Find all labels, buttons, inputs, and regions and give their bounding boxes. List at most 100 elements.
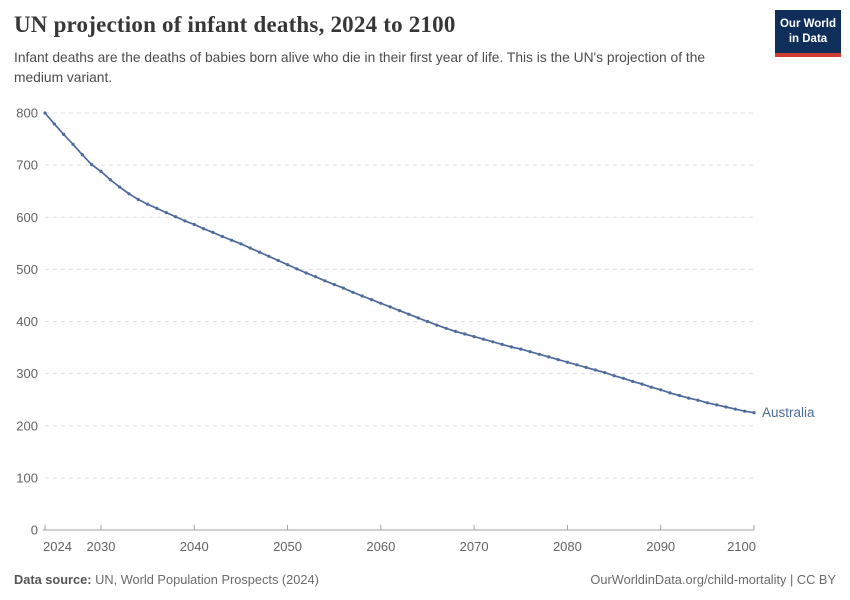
owid-logo-text: Our World in Data xyxy=(775,10,841,53)
data-point[interactable] xyxy=(71,142,75,146)
data-point[interactable] xyxy=(640,382,644,386)
data-point[interactable] xyxy=(435,323,439,327)
x-axis-tick-label: 2080 xyxy=(553,539,582,554)
data-point[interactable] xyxy=(248,246,252,250)
data-point[interactable] xyxy=(444,326,448,330)
data-point[interactable] xyxy=(509,345,513,349)
data-point[interactable] xyxy=(332,282,336,287)
data-point[interactable] xyxy=(537,352,542,356)
data-point[interactable] xyxy=(202,227,206,231)
data-point[interactable] xyxy=(631,379,635,383)
data-point[interactable] xyxy=(80,153,84,157)
data-point[interactable] xyxy=(360,294,364,298)
data-point[interactable] xyxy=(267,254,271,258)
data-point[interactable] xyxy=(556,358,560,362)
data-point[interactable] xyxy=(52,122,56,126)
data-point[interactable] xyxy=(500,342,504,346)
data-point[interactable] xyxy=(388,305,392,309)
data-point[interactable] xyxy=(155,206,159,210)
data-point[interactable] xyxy=(286,263,290,267)
y-axis-tick-label: 300 xyxy=(16,366,38,381)
data-point[interactable] xyxy=(491,340,495,344)
data-point[interactable] xyxy=(677,393,682,398)
data-point[interactable] xyxy=(258,250,262,254)
data-point[interactable] xyxy=(146,202,150,206)
data-point[interactable] xyxy=(108,178,112,182)
data-point[interactable] xyxy=(612,374,616,378)
data-point[interactable] xyxy=(397,309,402,313)
data-point[interactable] xyxy=(724,405,728,409)
data-point[interactable] xyxy=(565,360,570,364)
data-point[interactable] xyxy=(164,211,168,215)
data-point[interactable] xyxy=(313,275,318,279)
data-point[interactable] xyxy=(528,350,532,354)
data-point[interactable] xyxy=(659,388,663,392)
data-point[interactable] xyxy=(341,286,346,290)
data-source-label: Data source: xyxy=(14,572,92,587)
chart-title: UN projection of infant deaths, 2024 to … xyxy=(14,12,456,37)
data-point[interactable] xyxy=(136,197,140,202)
data-point[interactable] xyxy=(220,234,224,239)
data-point[interactable] xyxy=(715,403,719,407)
chart-header: UN projection of infant deaths, 2024 to … xyxy=(14,12,764,87)
series-line[interactable] xyxy=(44,112,755,414)
y-axis-tick-label: 800 xyxy=(16,106,38,121)
data-point[interactable] xyxy=(118,185,122,189)
data-point[interactable] xyxy=(183,219,187,223)
data-point[interactable] xyxy=(472,335,476,339)
data-point[interactable] xyxy=(733,407,737,411)
data-point[interactable] xyxy=(304,271,308,275)
owid-logo-line1: Our World xyxy=(779,18,836,30)
data-point[interactable] xyxy=(621,376,626,380)
x-axis-tick-label: 2040 xyxy=(180,539,209,554)
data-point[interactable] xyxy=(752,411,756,415)
data-point[interactable] xyxy=(575,363,579,367)
data-point[interactable] xyxy=(379,301,383,305)
data-point[interactable] xyxy=(416,316,420,320)
y-axis-tick-label: 100 xyxy=(16,470,38,485)
data-source: Data source: UN, World Population Prospe… xyxy=(14,572,319,587)
data-point[interactable] xyxy=(687,396,691,400)
data-point[interactable] xyxy=(547,355,551,359)
credit-link[interactable]: OurWorldinData.org/child-mortality | CC … xyxy=(590,572,836,587)
data-point[interactable] xyxy=(425,319,430,324)
data-point[interactable] xyxy=(211,230,215,234)
data-point[interactable] xyxy=(276,258,280,263)
data-source-text: UN, World Population Prospects (2024) xyxy=(95,572,319,587)
data-point[interactable] xyxy=(603,371,607,375)
data-point[interactable] xyxy=(43,111,47,115)
data-point[interactable] xyxy=(463,332,467,336)
data-point[interactable] xyxy=(584,365,588,369)
y-axis-tick-label: 500 xyxy=(16,262,38,277)
y-axis-tick-label: 0 xyxy=(31,523,38,538)
data-point[interactable] xyxy=(295,267,299,271)
data-point[interactable] xyxy=(649,385,654,389)
data-point[interactable] xyxy=(668,391,672,395)
data-point[interactable] xyxy=(230,238,234,242)
data-point[interactable] xyxy=(174,215,178,219)
data-point[interactable] xyxy=(90,163,94,167)
data-point[interactable] xyxy=(127,192,131,196)
data-point[interactable] xyxy=(351,290,355,294)
data-point[interactable] xyxy=(239,242,243,246)
data-point[interactable] xyxy=(99,169,103,173)
data-point[interactable] xyxy=(192,222,196,227)
data-point[interactable] xyxy=(705,401,710,405)
owid-logo[interactable]: Our World in Data xyxy=(775,10,841,57)
data-point[interactable] xyxy=(481,337,486,341)
series-end-label[interactable]: Australia xyxy=(762,405,815,420)
data-point[interactable] xyxy=(407,312,411,316)
data-point[interactable] xyxy=(453,329,458,333)
x-axis-tick-label: 2024 xyxy=(43,539,72,554)
data-point[interactable] xyxy=(696,398,700,402)
chart-subtitle: Infant deaths are the deaths of babies b… xyxy=(14,50,706,85)
data-point[interactable] xyxy=(743,409,747,413)
data-point[interactable] xyxy=(323,279,327,283)
data-point[interactable] xyxy=(593,368,598,372)
data-point[interactable] xyxy=(62,132,66,136)
data-point[interactable] xyxy=(369,298,374,302)
owid-logo-red-strip xyxy=(775,52,841,57)
data-point[interactable] xyxy=(519,347,523,351)
owid-logo-line2: in Data xyxy=(788,32,828,45)
